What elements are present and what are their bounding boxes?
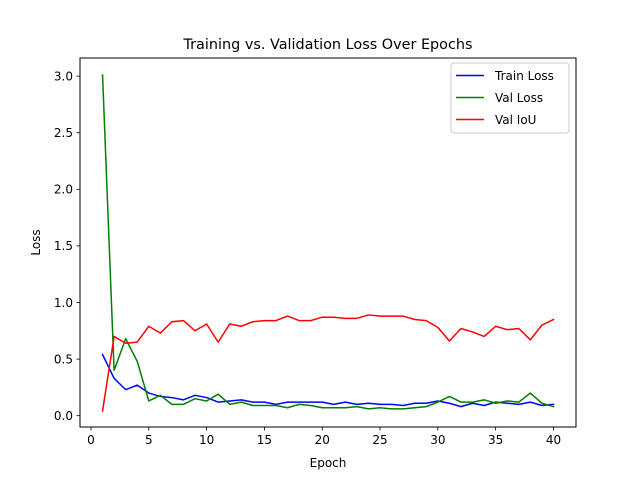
- plot-frame: [79, 57, 577, 428]
- x-tick-label: 40: [546, 433, 561, 447]
- chart-title: Training vs. Validation Loss Over Epochs: [182, 37, 472, 53]
- y-tick-label: 2.0: [54, 183, 73, 197]
- legend-label-train-loss: Train Loss: [494, 69, 554, 83]
- x-tick-label: 30: [430, 433, 445, 447]
- series-line-val-iou: [101, 314, 555, 413]
- legend-box: [450, 62, 570, 134]
- x-tick-label: 0: [87, 433, 95, 447]
- legend: Train Loss Val Loss Val IoU: [450, 62, 570, 134]
- y-tick-label: 0.5: [54, 352, 73, 366]
- series-line-val-loss: [101, 74, 555, 410]
- x-tick-label: 15: [257, 433, 272, 447]
- y-tick-label: 1.5: [54, 239, 73, 253]
- x-axis-label: Epoch: [310, 456, 347, 470]
- legend-label-val-loss: Val Loss: [495, 91, 543, 105]
- x-tick-label: 25: [372, 433, 387, 447]
- plot-area: [101, 74, 555, 413]
- series-line-train-loss: [101, 353, 555, 408]
- x-tick-label: 10: [199, 433, 214, 447]
- y-tick-label: 0.0: [54, 409, 73, 423]
- y-tick-label: 1.0: [54, 296, 73, 310]
- x-tick-label: 35: [488, 433, 503, 447]
- y-axis-label: Loss: [29, 229, 43, 255]
- legend-label-val-iou: Val IoU: [495, 113, 536, 127]
- y-tick-label: 3.0: [54, 69, 73, 83]
- y-tick-label: 2.5: [54, 126, 73, 140]
- x-tick-label: 5: [145, 433, 153, 447]
- x-tick-label: 20: [315, 433, 330, 447]
